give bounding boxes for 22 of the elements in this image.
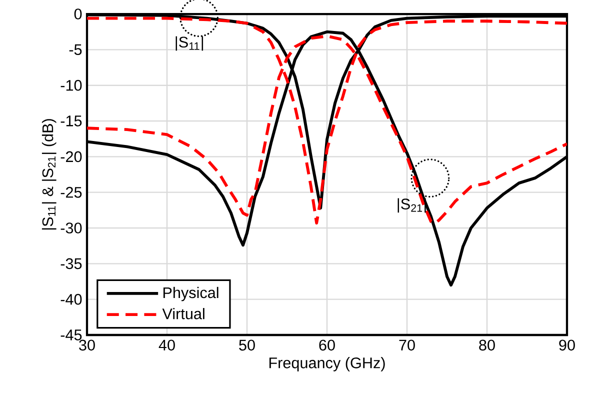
x-tick-label: 90 bbox=[559, 340, 575, 351]
y-tick-label: -25 bbox=[60, 186, 82, 198]
x-tick-label: 40 bbox=[158, 340, 175, 351]
y-tick-label: -5 bbox=[69, 44, 82, 56]
x-tick-label: 70 bbox=[399, 340, 415, 351]
y-tick-label: -40 bbox=[60, 294, 82, 305]
y-tick-label: -10 bbox=[60, 80, 82, 91]
x-tick-label: 60 bbox=[319, 340, 335, 351]
y-axis-title: |S$_{11}$| & |S$_{21}$| (dB) bbox=[42, 119, 56, 230]
y-tick-label: -45 bbox=[60, 330, 82, 340]
x-tick-label: 50 bbox=[239, 340, 255, 351]
legend-label: Virtual bbox=[162, 308, 204, 320]
annotation: |S$_{11}$| bbox=[176, 36, 204, 51]
legend-label: Physical bbox=[163, 286, 218, 302]
x-tick-label: 30 bbox=[79, 340, 95, 351]
y-tick-label: -20 bbox=[60, 151, 82, 162]
y-tick-label: 0 bbox=[74, 8, 82, 20]
y-tick-label: -30 bbox=[60, 222, 82, 234]
x-tick-label: 80 bbox=[479, 340, 495, 351]
x-axis-title: Frequancy (GHz) bbox=[269, 357, 385, 372]
y-tick-label: -15 bbox=[60, 116, 82, 126]
y-tick-label: -35 bbox=[60, 258, 82, 270]
